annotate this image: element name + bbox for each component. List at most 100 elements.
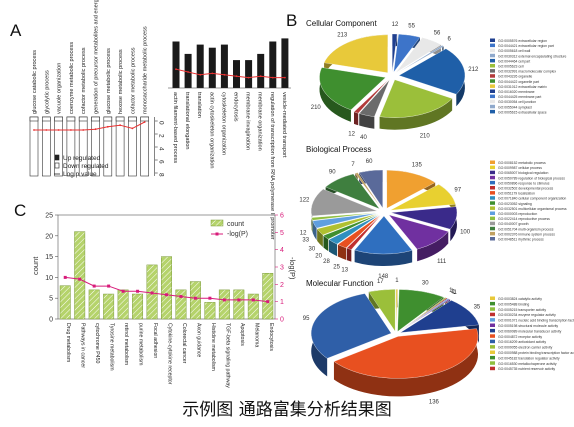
log-p-point [45, 129, 48, 131]
pie-slice [328, 214, 380, 245]
category-label: glycolytic process [44, 70, 50, 114]
pie-legend-swatch [490, 231, 495, 236]
c-category-label: Apoptosis [239, 323, 245, 346]
pie-slice-label: 12 [392, 22, 399, 28]
pie-legend-swatch [490, 323, 495, 327]
category-label: coenzyme metabolic process [69, 42, 75, 114]
a-right-p-point [259, 75, 262, 78]
c-count-bar [59, 285, 71, 320]
pie-legend-swatch [490, 53, 495, 58]
pie-legend-swatch [490, 366, 495, 371]
pie-slice [333, 328, 479, 379]
pie-legend-label: GO:0044464 cell part [498, 59, 530, 63]
pie-legend-swatch [490, 328, 495, 333]
pie-legend-label: GO:0051179 localization [498, 192, 535, 196]
pie-legend-swatch [490, 296, 495, 300]
pie-slice-label: 135 [412, 162, 423, 168]
pie-slice-label: 1 [454, 290, 458, 296]
pie-slice-side [417, 231, 449, 262]
pie-slice [388, 214, 449, 250]
pie-legend-label: GO:0032501 multicellular organismal proc… [498, 207, 567, 211]
c-count-bar [204, 302, 216, 320]
c-count-bar [262, 272, 274, 320]
pie-slice-label: 111 [437, 259, 447, 265]
c-y2-tick-label: 4 [280, 247, 284, 254]
pie-legend-swatch [490, 69, 495, 73]
pie-legend-swatch [490, 191, 495, 195]
pie-slice-label: 100 [460, 230, 471, 236]
pie-legend-label: GO:0030312 external encapsulating struct… [498, 54, 567, 58]
pie-slice-label: 40 [360, 135, 367, 141]
pie-slice [311, 293, 392, 359]
category-label: membrane invagination [245, 92, 251, 150]
c-count-bar [233, 289, 245, 320]
category-label: cofactor metabolic process [130, 47, 136, 114]
a-right-bar [281, 38, 289, 88]
category-label: glucose catabolic process [32, 50, 38, 114]
panel-label-a: A [10, 21, 22, 40]
pie-legend-label: GO:0045182 translation regulator activit… [498, 356, 560, 360]
pie-slice-label: 1 [452, 289, 456, 295]
c-category-label: Endocytosis [268, 323, 274, 351]
pie-slice-label: 7 [351, 162, 355, 168]
pie-legend-swatch [490, 355, 495, 360]
c-category-label: Tyrosine metabolism [109, 323, 115, 371]
pie-slice-label: 12 [348, 131, 355, 137]
c-y-tick-label: 25 [45, 213, 53, 220]
up-regulated-bar [103, 116, 113, 122]
a-legend-label: Down regulated [63, 163, 109, 170]
pie-legend-swatch [490, 180, 495, 185]
pie-slice [395, 37, 442, 73]
c-y-tick-label: 20 [45, 233, 53, 240]
c-logp-point [136, 289, 140, 293]
c-count-bar [189, 281, 201, 320]
c-logp-point [121, 289, 125, 293]
pie-legend-label: GO:0016209 antioxidant activity [498, 340, 546, 344]
pie-slice [323, 214, 379, 240]
pie-legend-swatch [490, 211, 495, 215]
pie-slice-side [354, 250, 413, 267]
pie-slice [392, 33, 398, 72]
pie-legend-swatch [490, 94, 495, 99]
a-legend-swatch [54, 162, 60, 169]
up-regulated-bar [78, 116, 88, 122]
pie-slice-label: 212 [468, 67, 479, 73]
c-category-label: Histidine metabolism [210, 323, 216, 371]
pie-slice-side [328, 239, 337, 257]
pie-slice [353, 79, 389, 114]
c-y2-tick-label: 6 [280, 213, 284, 220]
category-label: glucose metabolic process [106, 48, 112, 114]
pie-legend-swatch [490, 312, 495, 317]
pie-legend-swatch [490, 160, 495, 164]
pie-slice-side [353, 111, 359, 126]
down-regulated-bar [29, 116, 39, 177]
pie-legend-label: GO:0030234 enzyme regulator activity [498, 313, 556, 317]
pie-legend-label: GO:0003824 catalytic activity [498, 297, 542, 301]
c-legend-swatch [210, 219, 224, 227]
pie-legend-label: GO:0060089 molecular transducer activity [498, 329, 562, 333]
panel-b: Cellular Component 12 55 56 213 6 212 210 12 210 4… [299, 19, 574, 405]
category-label: actin filament-based process [172, 92, 178, 163]
pie-legend-label: GO:0044421 extracellular region part [498, 44, 554, 48]
pie-legend-swatch [490, 58, 495, 63]
pie-slice-label: 60 [366, 159, 373, 165]
a-right-p-line [175, 68, 285, 79]
a-tick-label: 8 [158, 173, 165, 177]
pie-legend-swatch [490, 186, 495, 190]
c-category-label: Melanoma [253, 323, 259, 347]
pie-legend-label: GO:0023052 signaling [498, 202, 532, 206]
pie-slice [368, 289, 396, 332]
pie-legend-label: GO:0009055 electron carrier activity [498, 346, 553, 350]
pie-legend-swatch [490, 64, 495, 68]
pie-legend-swatch [490, 201, 495, 205]
c-category-label: Cytokine-cytokine receptor [167, 323, 173, 385]
pie-legend-label: GO:0045735 nutrient reservoir activity [498, 367, 555, 371]
pie-legend-label: GO:0044422 organelle part [498, 80, 539, 84]
pie-legend-label: GO:0001071 nucleic acid binding transcri… [498, 319, 574, 323]
c-count-bar [247, 293, 259, 320]
pie-legend-label: GO:0009987 cellular process [498, 166, 542, 170]
c-category-label: purine metabolism [138, 323, 144, 365]
a-right-bar [172, 41, 180, 88]
c-logp-point [63, 275, 67, 279]
